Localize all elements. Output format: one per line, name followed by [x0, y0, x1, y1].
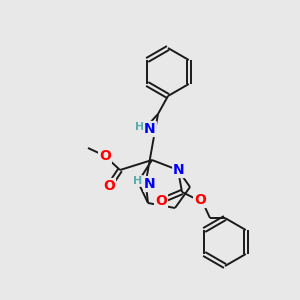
Text: N: N — [144, 177, 156, 191]
Text: O: O — [155, 194, 167, 208]
Text: O: O — [103, 179, 115, 193]
Text: H: H — [134, 176, 142, 186]
Text: N: N — [173, 163, 185, 177]
Text: O: O — [99, 149, 111, 163]
Text: N: N — [144, 122, 156, 136]
Text: H: H — [135, 122, 145, 132]
Text: O: O — [194, 193, 206, 207]
